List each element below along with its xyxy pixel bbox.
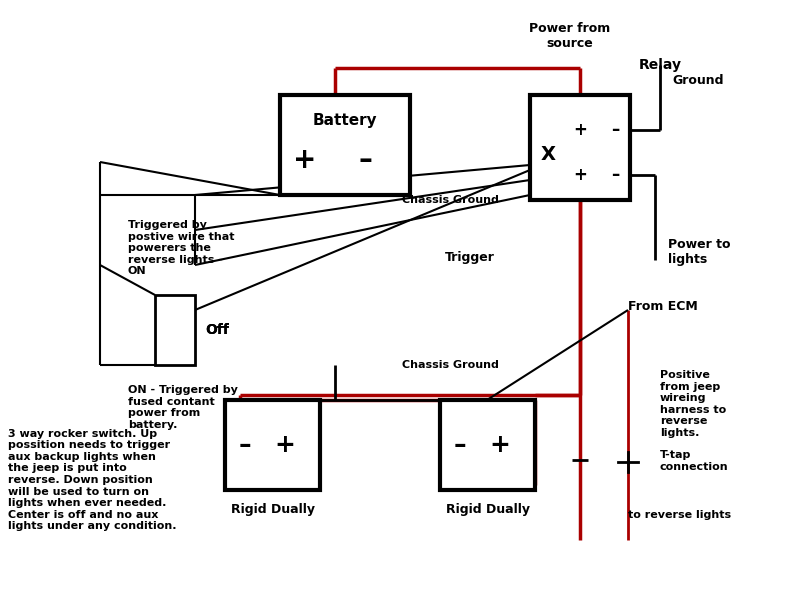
- Text: +: +: [573, 166, 587, 184]
- Text: ON - Triggered by
fused contant
power from
battery.: ON - Triggered by fused contant power fr…: [128, 385, 238, 430]
- Text: +: +: [274, 433, 295, 457]
- Bar: [155, 295, 195, 365]
- Text: Power to
lights: Power to lights: [668, 238, 730, 266]
- Text: 3 way rocker switch. Up
possition needs to trigger
aux backup lights when
the je: 3 way rocker switch. Up possition needs …: [8, 428, 177, 532]
- Text: Off: Off: [205, 323, 229, 337]
- Text: Rigid Dually: Rigid Dually: [231, 503, 315, 516]
- Text: to reverse lights: to reverse lights: [628, 510, 731, 520]
- Text: Power from
source: Power from source: [530, 22, 610, 50]
- Text: X: X: [541, 145, 555, 164]
- Text: Positive
from jeep
wireing
harness to
reverse
lights.: Positive from jeep wireing harness to re…: [660, 370, 726, 438]
- Text: –: –: [358, 146, 372, 174]
- Bar: [225, 400, 320, 490]
- Text: +: +: [490, 433, 510, 457]
- Text: Off: Off: [205, 323, 229, 337]
- Text: Chassis Ground: Chassis Ground: [402, 360, 498, 370]
- Text: Ground: Ground: [672, 73, 723, 86]
- Text: Relay: Relay: [638, 58, 682, 72]
- Text: Chassis Ground: Chassis Ground: [402, 195, 498, 205]
- Text: T-tap
connection: T-tap connection: [660, 450, 729, 472]
- Text: Rigid Dually: Rigid Dually: [446, 503, 530, 516]
- Text: +: +: [294, 146, 317, 174]
- Text: –: –: [238, 433, 251, 457]
- Bar: [530, 95, 630, 200]
- Bar: [440, 400, 535, 490]
- Text: From ECM: From ECM: [628, 300, 698, 313]
- Text: –: –: [454, 433, 466, 457]
- Text: +: +: [573, 121, 587, 139]
- Text: –: –: [611, 166, 619, 184]
- Text: Triggered by
postive wire that
powerers the
reverse lights -
ON: Triggered by postive wire that powerers …: [128, 220, 234, 277]
- Text: –: –: [611, 121, 619, 139]
- Text: Trigger: Trigger: [445, 251, 495, 265]
- Bar: [280, 95, 410, 195]
- Text: Battery: Battery: [313, 113, 378, 127]
